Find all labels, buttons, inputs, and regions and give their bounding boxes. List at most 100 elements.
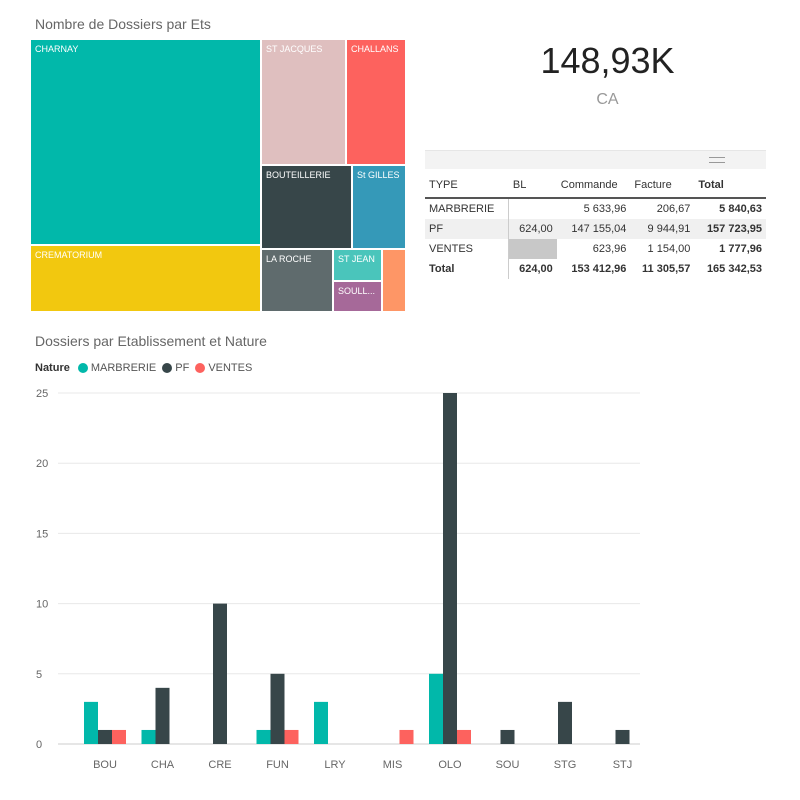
x-tick-label: STJ xyxy=(613,759,633,771)
cell-facture: 9 944,91 xyxy=(630,219,695,239)
y-tick-label: 25 xyxy=(36,388,48,400)
bar-ventes-olo[interactable] xyxy=(457,729,471,744)
cell-total: 1 777,96 xyxy=(719,243,762,255)
cell-bl xyxy=(508,239,557,259)
treemap-tile-other[interactable] xyxy=(382,249,406,312)
legend-dot-icon xyxy=(162,363,173,373)
table-row[interactable]: MARBRERIE 5 633,96 206,67 5 840,63 xyxy=(425,198,766,219)
treemap-tile-st-jacques[interactable]: ST JACQUES xyxy=(261,39,346,165)
x-tick-label: SOU xyxy=(496,759,520,771)
cell-type: VENTES xyxy=(429,243,474,255)
table-total-row[interactable]: Total 624,00 153 412,96 11 305,57 165 34… xyxy=(425,259,766,279)
bar-ventes-mis[interactable] xyxy=(399,729,414,744)
legend-dot-icon xyxy=(195,363,206,373)
legend-item-marbrerie[interactable]: MARBRERIE xyxy=(77,362,157,374)
bar-pf-olo[interactable] xyxy=(443,393,457,744)
bar-marbrerie-lry[interactable] xyxy=(314,701,328,744)
treemap-tile-charnay[interactable]: CHARNAY xyxy=(30,39,261,245)
chart-legend: Nature MARBRERIE PF VENTES xyxy=(35,362,258,374)
table-row[interactable]: VENTES 623,96 1 154,00 1 777,96 xyxy=(425,239,766,259)
cell-commande: 153 412,96 xyxy=(571,263,627,275)
cell-facture: 206,67 xyxy=(656,203,691,215)
y-tick-label: 5 xyxy=(36,669,42,681)
bar-pf-sou[interactable] xyxy=(500,729,515,744)
table-row[interactable]: PF 624,00 147 155,04 9 944,91 157 723,95 xyxy=(425,219,766,239)
bar-ventes-fun[interactable] xyxy=(284,729,299,744)
cell-commande: 147 155,04 xyxy=(556,219,631,239)
y-tick-label: 15 xyxy=(36,528,48,540)
col-header-commande[interactable]: Commande xyxy=(556,169,631,199)
x-tick-label: MIS xyxy=(383,759,403,771)
bar-marbrerie-fun[interactable] xyxy=(256,729,271,744)
treemap-tile-label: CHARNAY xyxy=(35,44,79,54)
cell-bl xyxy=(508,198,557,219)
cell-type: MARBRERIE xyxy=(429,203,495,215)
bar-pf-cha[interactable] xyxy=(155,687,170,744)
bar-pf-fun[interactable] xyxy=(270,673,285,744)
x-tick-label: FUN xyxy=(266,759,289,771)
treemap-tile-st-jean[interactable]: ST JEAN xyxy=(333,249,382,281)
y-tick-label: 0 xyxy=(36,739,42,751)
cell-bl: 624,00 xyxy=(508,219,557,239)
cell-commande: 623,96 xyxy=(592,243,627,255)
drag-handle-icon[interactable] xyxy=(425,150,766,169)
kpi-label: CA xyxy=(596,91,619,108)
cell-bl: 624,00 xyxy=(508,259,557,279)
treemap-tile-label: ST JACQUES xyxy=(266,44,323,54)
x-tick-label: LRY xyxy=(324,759,346,771)
treemap-tile-label: LA ROCHE xyxy=(266,254,312,264)
bar-pf-stg[interactable] xyxy=(558,701,572,744)
x-tick-label: OLO xyxy=(438,759,462,771)
bar-chart-title: Dossiers par Etablissement et Nature xyxy=(35,333,267,349)
col-header-type[interactable]: TYPE xyxy=(425,169,509,199)
x-tick-label: STG xyxy=(554,759,577,771)
x-tick-label: BOU xyxy=(93,759,117,771)
legend-label: PF xyxy=(175,362,190,374)
legend-label: VENTES xyxy=(208,362,253,374)
cell-facture: 11 305,57 xyxy=(642,263,691,275)
treemap-tile-st-gilles[interactable]: St GILLES xyxy=(352,165,406,249)
cell-commande: 5 633,96 xyxy=(583,203,627,215)
y-tick-label: 10 xyxy=(36,599,48,611)
treemap-title: Nombre de Dossiers par Ets xyxy=(35,16,211,32)
treemap-tile-label: CREMATORIUM xyxy=(35,250,103,260)
treemap-tile-crematorium[interactable]: CREMATORIUM xyxy=(30,245,261,312)
legend-title: Nature xyxy=(35,362,70,374)
treemap-tile-label: BOUTEILLERIE xyxy=(266,170,331,180)
cell-type: Total xyxy=(429,263,455,275)
cell-type: PF xyxy=(425,219,509,239)
bar-marbrerie-cha[interactable] xyxy=(141,729,156,744)
y-tick-label: 20 xyxy=(36,458,48,470)
treemap-tile-bouteillerie[interactable]: BOUTEILLERIE xyxy=(261,165,352,249)
matrix-header-row: TYPE BL Commande Facture Total xyxy=(425,169,766,199)
bar-marbrerie-olo[interactable] xyxy=(429,673,443,744)
bar-marbrerie-bou[interactable] xyxy=(84,701,98,744)
treemap-tile-label: St GILLES xyxy=(357,170,400,180)
bar-pf-stj[interactable] xyxy=(615,729,630,744)
treemap-tile-soull[interactable]: SOULL... xyxy=(333,281,382,312)
treemap-tile-label: CHALLANS xyxy=(351,44,399,54)
legend-item-pf[interactable]: PF xyxy=(162,362,189,374)
bar-pf-bou[interactable] xyxy=(98,729,112,744)
treemap-tile-challans[interactable]: CHALLANS xyxy=(346,39,406,165)
cell-total: 157 723,95 xyxy=(694,219,766,239)
kpi-value: 148,93K xyxy=(540,40,675,81)
treemap-tile-label: SOULL... xyxy=(338,286,376,296)
legend-item-ventes[interactable]: VENTES xyxy=(195,362,252,374)
x-tick-label: CRE xyxy=(208,759,231,771)
bar-chart: 0 5 10 15 20 25 BOU CHA CRE FUN LRY MIS OLO SOU STG STJ xyxy=(36,388,640,771)
matrix-table: TYPE BL Commande Facture Total MARBRERIE… xyxy=(425,150,766,279)
bar-ventes-bou[interactable] xyxy=(112,729,126,744)
cell-total: 165 342,53 xyxy=(706,263,762,275)
x-tick-label: CHA xyxy=(151,759,175,771)
col-header-total[interactable]: Total xyxy=(694,169,766,199)
treemap-tile-la-roche[interactable]: LA ROCHE xyxy=(261,249,333,312)
treemap-tile-label: ST JEAN xyxy=(338,254,375,264)
col-header-bl[interactable]: BL xyxy=(508,169,557,199)
cell-total: 5 840,63 xyxy=(719,203,762,215)
cell-facture: 1 154,00 xyxy=(647,243,691,255)
bar-pf-cre[interactable] xyxy=(213,603,227,744)
legend-dot-icon xyxy=(77,363,88,373)
col-header-facture[interactable]: Facture xyxy=(630,169,695,199)
legend-label: MARBRERIE xyxy=(90,362,157,374)
